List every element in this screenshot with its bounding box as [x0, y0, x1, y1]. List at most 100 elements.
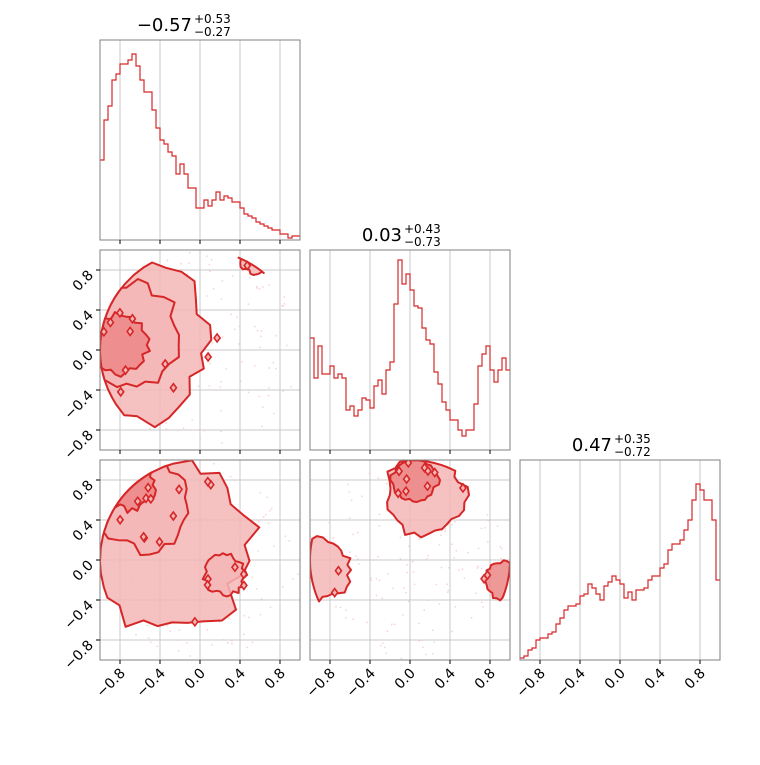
density-island	[175, 484, 184, 495]
scatter-point	[290, 385, 293, 388]
scatter-point	[350, 499, 353, 502]
scatter-point	[188, 251, 191, 254]
scatter-point	[393, 623, 396, 626]
scatter-point	[212, 462, 215, 465]
scatter-point	[418, 622, 420, 625]
scatter-point	[375, 577, 378, 580]
scatter-point	[444, 530, 447, 533]
density-contour	[237, 256, 265, 276]
histogram-line-2	[310, 259, 510, 437]
density-island	[458, 482, 467, 494]
scatter-point	[496, 525, 499, 528]
scatter-point	[253, 325, 256, 328]
scatter-point	[474, 592, 477, 595]
scatter-point	[378, 579, 381, 582]
scatter-point	[233, 479, 236, 482]
density-island	[169, 510, 178, 522]
scatter-point	[344, 616, 347, 619]
density-island	[203, 579, 212, 591]
scatter-point	[257, 550, 259, 552]
scatter-point	[156, 645, 159, 648]
scatter-point	[477, 547, 480, 550]
scatter-point	[348, 517, 351, 520]
panel-title-2: 0.03 +0.43−0.73	[362, 222, 441, 249]
scatter-point	[476, 567, 479, 569]
scatter-point	[402, 587, 405, 590]
scatter-point	[440, 534, 442, 537]
scatter-point	[405, 591, 407, 594]
scatter-point	[420, 639, 423, 642]
scatter-point	[358, 563, 360, 565]
scatter-point	[345, 609, 348, 612]
density-island	[243, 260, 252, 271]
density-island	[121, 364, 130, 376]
scatter-point	[451, 523, 453, 526]
density-island	[126, 326, 135, 337]
scatter-point	[261, 406, 264, 409]
scatter-point	[166, 625, 169, 627]
scatter-point	[386, 572, 389, 575]
scatter-point	[259, 346, 261, 349]
title-minus: −0.73	[404, 235, 441, 249]
scatter-point	[260, 598, 263, 600]
scatter-point	[406, 563, 409, 566]
scatter-point	[297, 573, 300, 576]
scatter-point	[447, 589, 450, 592]
scatter-point	[385, 482, 388, 485]
scatter-point	[268, 284, 270, 286]
x-tick-label: 0.0	[392, 666, 419, 693]
scatter-point	[466, 551, 469, 554]
density-island	[395, 465, 404, 477]
scatter-point	[251, 641, 254, 644]
density-island	[239, 580, 248, 591]
density-island	[430, 467, 439, 478]
density-contour	[310, 535, 352, 603]
scatter-point	[431, 629, 434, 632]
density-island	[190, 616, 199, 628]
scatter-point	[407, 600, 410, 603]
scatter-point	[205, 295, 208, 297]
scatter-point	[418, 640, 420, 642]
density-contour	[113, 471, 157, 514]
scatter-point	[438, 602, 441, 605]
scatter-point	[251, 576, 254, 579]
scatter-point	[500, 547, 503, 550]
scatter-point	[423, 609, 426, 612]
density-island	[213, 332, 222, 344]
scatter-point	[357, 557, 359, 560]
y-tick-label: −0.4	[61, 387, 96, 422]
density-island	[116, 386, 125, 398]
scatter-point	[285, 344, 288, 347]
scatter-point	[258, 287, 261, 290]
scatter-point	[220, 380, 222, 383]
scatter-point	[208, 384, 211, 387]
scatter-point	[376, 555, 379, 558]
scatter-point	[262, 516, 265, 518]
scatter-point	[279, 317, 281, 319]
scatter-point	[230, 639, 233, 642]
scatter-point	[210, 258, 213, 261]
scatter-point	[222, 638, 225, 641]
y-tick-label: 0.4	[70, 307, 97, 334]
x-tick-label: −0.8	[303, 666, 338, 701]
scatter-point	[399, 558, 402, 560]
y-tick-label: −0.8	[61, 428, 96, 463]
x-tick-label: 0.4	[642, 665, 669, 692]
y-tick-label: 0.0	[70, 558, 97, 585]
density-island	[146, 493, 155, 505]
scatter-point	[433, 641, 436, 644]
scatter-point	[257, 520, 260, 523]
scatter-point	[268, 367, 271, 369]
scatter-point	[268, 509, 271, 512]
histogram-line-1	[100, 53, 300, 239]
scatter-point	[356, 531, 359, 534]
scatter-point	[440, 566, 443, 569]
scatter-point	[461, 568, 464, 571]
scatter-point	[219, 409, 222, 412]
scatter-point	[288, 539, 291, 542]
scatter-point	[261, 425, 263, 428]
scatter-point	[255, 285, 258, 288]
scatter-point	[210, 644, 213, 646]
scatter-point	[339, 606, 342, 609]
scatter-point	[381, 642, 384, 644]
